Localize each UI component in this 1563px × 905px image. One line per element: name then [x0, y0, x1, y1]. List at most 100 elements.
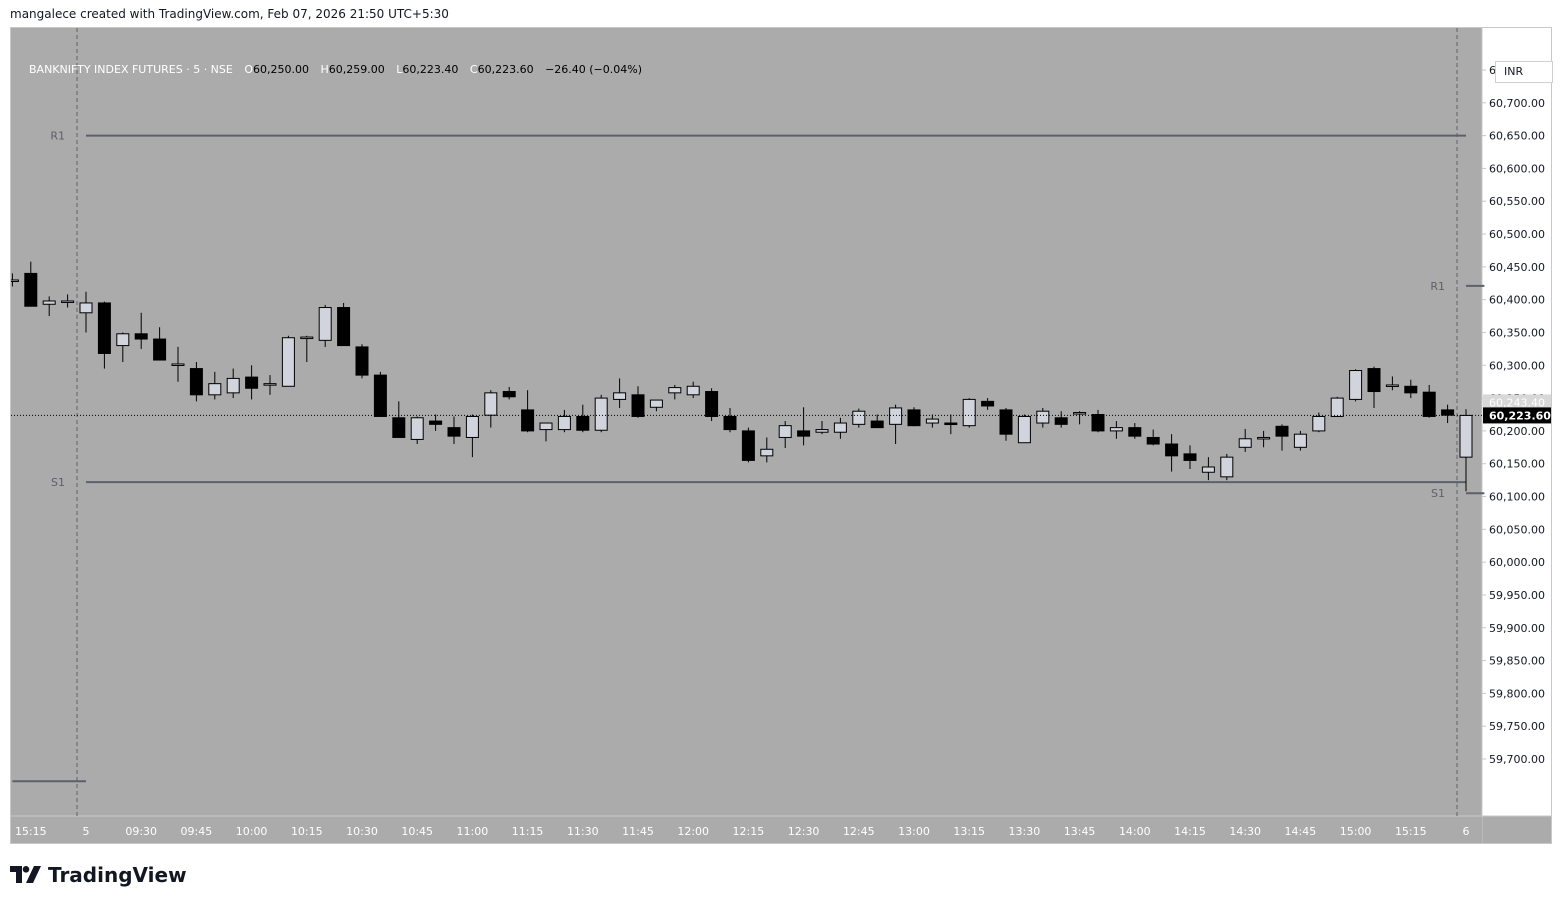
candle-body [539, 422, 553, 431]
pivot-level-label: R1 [50, 130, 65, 143]
candle-body [337, 307, 351, 347]
candle-body [429, 420, 443, 425]
legend-low-value: 60,223.40 [402, 63, 459, 76]
candle-body [410, 417, 424, 440]
price-tick-label: 60,000.00 [1489, 556, 1545, 569]
time-tick-label: 5 [83, 825, 90, 838]
candle-body [153, 338, 167, 361]
price-tick-label: 60,100.00 [1489, 491, 1545, 504]
time-tick-label: 15:15 [15, 825, 47, 838]
candle-body [815, 429, 829, 433]
time-tick-label: 14:30 [1229, 825, 1261, 838]
tradingview-logo-text: TradingView [48, 863, 187, 887]
legend-change-value: −26.40 (−0.04%) [545, 63, 643, 76]
time-tick-label: 14:00 [1119, 825, 1151, 838]
symbol-legend: BANKNIFTY INDEX FUTURES · 5 · NSE O60,25… [29, 63, 642, 76]
candle-body [1238, 438, 1252, 448]
legend-open-label: O [244, 63, 254, 76]
candle-body [944, 422, 958, 426]
candle-body [1257, 436, 1271, 440]
candle-body [668, 387, 682, 394]
candle-body [79, 302, 93, 314]
candle-body [889, 407, 903, 425]
pivot-level-label: R1 [1430, 280, 1445, 293]
candle-body [373, 374, 387, 417]
candle-body [1091, 414, 1105, 432]
candle-body [723, 415, 737, 431]
time-tick-label: 09:45 [181, 825, 213, 838]
candle-body [649, 399, 663, 408]
candle-body [521, 409, 535, 432]
candle-body [134, 333, 148, 340]
candle-body [557, 415, 571, 431]
candle-body [1330, 397, 1344, 417]
plot-area [11, 28, 1482, 816]
time-tick-label: 10:45 [401, 825, 433, 838]
candle-body [465, 415, 479, 438]
candle-body [797, 430, 811, 437]
candle-body [1017, 415, 1031, 444]
time-tick-label: 12:15 [733, 825, 765, 838]
candle-body [1441, 409, 1455, 416]
candle-body [189, 368, 203, 396]
price-tick-label: 60,150.00 [1489, 458, 1545, 471]
candle-body [1146, 436, 1160, 445]
candle-body [833, 422, 847, 433]
candle-body [1073, 412, 1087, 415]
time-tick-label: 10:15 [291, 825, 323, 838]
candle-body [1165, 443, 1179, 457]
candle-body [999, 409, 1013, 435]
candle-body [852, 410, 866, 425]
time-tick-label: 13:45 [1064, 825, 1096, 838]
time-tick-label: 10:30 [346, 825, 378, 838]
candle-body [1459, 414, 1473, 458]
time-scale-labels: 15:15 5 09:30 09:45 10:00 10:15 10:30 10:45 11:0… [15, 825, 1470, 838]
time-tick-label: 6 [1463, 825, 1470, 838]
price-tick-label: 60,650.00 [1489, 130, 1545, 143]
candle-body [355, 346, 369, 376]
candle-body [1293, 433, 1307, 448]
legend-close-value: 60,223.60 [477, 63, 534, 76]
candle-body [686, 385, 700, 396]
pivot-level-label: S1 [1431, 487, 1445, 500]
price-tick-label: 59,750.00 [1489, 720, 1545, 733]
time-tick-label: 13:15 [953, 825, 985, 838]
secondary-price-tag [1483, 394, 1551, 411]
current-price-tag-label: 60,223.60 [1489, 409, 1551, 422]
price-tick-label: 60,300.00 [1489, 359, 1545, 372]
time-tick-label: 13:30 [1009, 825, 1041, 838]
candle-body [962, 398, 976, 427]
time-scale[interactable] [11, 816, 1482, 843]
secondary-price-tag-label: 60,243.40 [1489, 396, 1545, 409]
time-tick-label: 12:00 [677, 825, 709, 838]
legend-low-label: L [396, 63, 403, 76]
tradingview-logo: TradingView [10, 862, 187, 888]
candle-body [208, 383, 222, 396]
candle-body [760, 448, 774, 457]
candle-body [778, 425, 792, 438]
candle-body [263, 383, 277, 386]
price-tick-label: 60,550.00 [1489, 195, 1545, 208]
currency-button[interactable]: INR [1495, 61, 1553, 83]
candle-body [1183, 453, 1197, 461]
candle-body [1109, 427, 1123, 432]
session-breaks [76, 28, 1458, 816]
time-tick-label: 14:15 [1174, 825, 1206, 838]
candle-body [981, 400, 995, 407]
candle-body [1367, 368, 1381, 393]
candle-body [447, 427, 461, 437]
price-tick-label: 59,850.00 [1489, 655, 1545, 668]
legend-open-value: 60,250.00 [253, 63, 309, 76]
current-price-tag [1483, 407, 1551, 424]
price-tick-label: 60,400.00 [1489, 294, 1545, 307]
time-tick-label: 15:15 [1395, 825, 1427, 838]
time-tick-label: 14:45 [1285, 825, 1317, 838]
candle-body [116, 333, 130, 347]
time-tick-label: 12:30 [788, 825, 820, 838]
time-tick-label: 11:30 [567, 825, 599, 838]
time-tick-label: 13:00 [898, 825, 930, 838]
legend-symbol[interactable]: BANKNIFTY INDEX FUTURES · 5 · NSE [29, 63, 233, 76]
